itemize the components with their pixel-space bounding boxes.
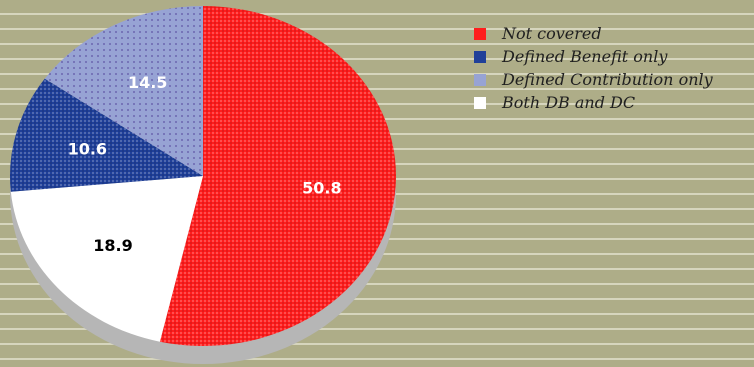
- legend-item-both-db-and-dc: Both DB and DC: [474, 91, 713, 114]
- data-label-not-covered: 50.8: [302, 178, 341, 197]
- legend-label: Defined Benefit only: [502, 47, 668, 66]
- pie-slice-texture-defined-contribution-only: [44, 6, 204, 176]
- legend-swatch-not-covered: [474, 28, 486, 40]
- legend-label: Not covered: [502, 24, 602, 43]
- pie-slice-texture-not-covered: [159, 6, 396, 346]
- data-label-both-db-and-dc: 18.9: [93, 236, 132, 255]
- legend-label: Defined Contribution only: [502, 70, 713, 89]
- data-label-defined-benefit-only: 10.6: [68, 140, 107, 159]
- legend-item-defined-benefit-only: Defined Benefit only: [474, 45, 713, 68]
- pie-slice-texture-defined-benefit-only: [9, 78, 203, 192]
- data-label-defined-contribution-only: 14.5: [128, 73, 167, 92]
- legend: Not covered Defined Benefit only Defined…: [474, 22, 713, 114]
- pie-slice-both-db-and-dc: [10, 176, 203, 342]
- legend-item-defined-contribution-only: Defined Contribution only: [474, 68, 713, 91]
- legend-swatch-defined-benefit-only: [474, 51, 486, 63]
- legend-item-not-covered: Not covered: [474, 22, 713, 45]
- legend-swatch-both-db-and-dc: [474, 97, 486, 109]
- legend-label: Both DB and DC: [502, 93, 636, 112]
- legend-swatch-defined-contribution-only: [474, 74, 486, 86]
